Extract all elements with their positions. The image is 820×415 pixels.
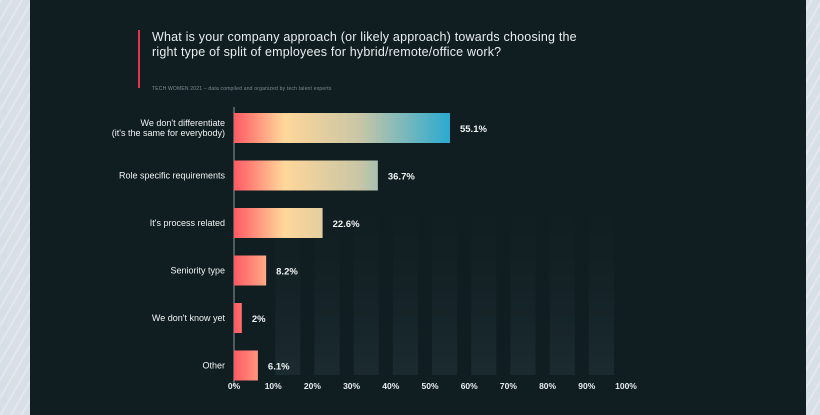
- bar-chart: We don't differentiate (it's the same for…: [112, 107, 637, 391]
- background-column: [510, 200, 536, 375]
- category-label: Role specific requirements: [119, 171, 226, 181]
- x-tick-label: 50%: [421, 381, 438, 391]
- value-label: 55.1%: [460, 124, 487, 135]
- background-column: [392, 200, 418, 375]
- background-columns: [275, 200, 614, 375]
- category-label: It's process related: [150, 218, 225, 228]
- value-label: 36.7%: [388, 172, 415, 183]
- value-label: 2%: [252, 314, 266, 325]
- category-label: Seniority type: [170, 266, 225, 276]
- value-label: 8.2%: [276, 267, 298, 278]
- x-axis-ticks: 0% 10% 20% 30% 40% 50% 60% 70% 80% 90% 100%: [228, 381, 637, 391]
- background-column: [432, 200, 458, 375]
- category-labels: We don't differentiate (it's the same for…: [112, 118, 226, 371]
- background-column: [471, 200, 497, 375]
- bar: [234, 113, 450, 143]
- background-column: [549, 200, 575, 375]
- x-tick-label: 20%: [304, 381, 321, 391]
- x-tick-label: 30%: [343, 381, 360, 391]
- bar: [234, 208, 323, 238]
- category-label: We don't know yet: [152, 313, 226, 323]
- chart-source-note: TECH WOMEN 2021 – data compiled and orga…: [152, 86, 332, 92]
- value-label: 6.1%: [268, 362, 290, 373]
- value-label: 22.6%: [333, 219, 360, 230]
- bar: [234, 160, 378, 191]
- x-tick-label: 80%: [539, 381, 556, 391]
- x-tick-label: 90%: [578, 381, 595, 391]
- bar: [234, 350, 258, 381]
- bar: [234, 303, 242, 333]
- title-accent-rule: [138, 30, 140, 88]
- bars-group: [234, 113, 450, 381]
- bar: [234, 255, 267, 286]
- x-tick-label: 10%: [265, 381, 282, 391]
- x-tick-label: 0%: [228, 381, 241, 391]
- chart-title: What is your company approach (or likely…: [152, 30, 577, 59]
- x-tick-label: 60%: [461, 381, 478, 391]
- x-tick-label: 100%: [615, 381, 637, 391]
- x-tick-label: 40%: [382, 381, 399, 391]
- background-column: [588, 200, 614, 375]
- background-column: [353, 200, 379, 375]
- category-label: We don't differentiate (it's the same for…: [112, 118, 225, 138]
- x-tick-label: 70%: [500, 381, 517, 391]
- chart-card: What is your company approach (or likely…: [30, 0, 806, 415]
- value-labels: 55.1% 36.7% 22.6% 8.2% 2% 6.1%: [252, 124, 488, 373]
- category-label: Other: [202, 361, 225, 371]
